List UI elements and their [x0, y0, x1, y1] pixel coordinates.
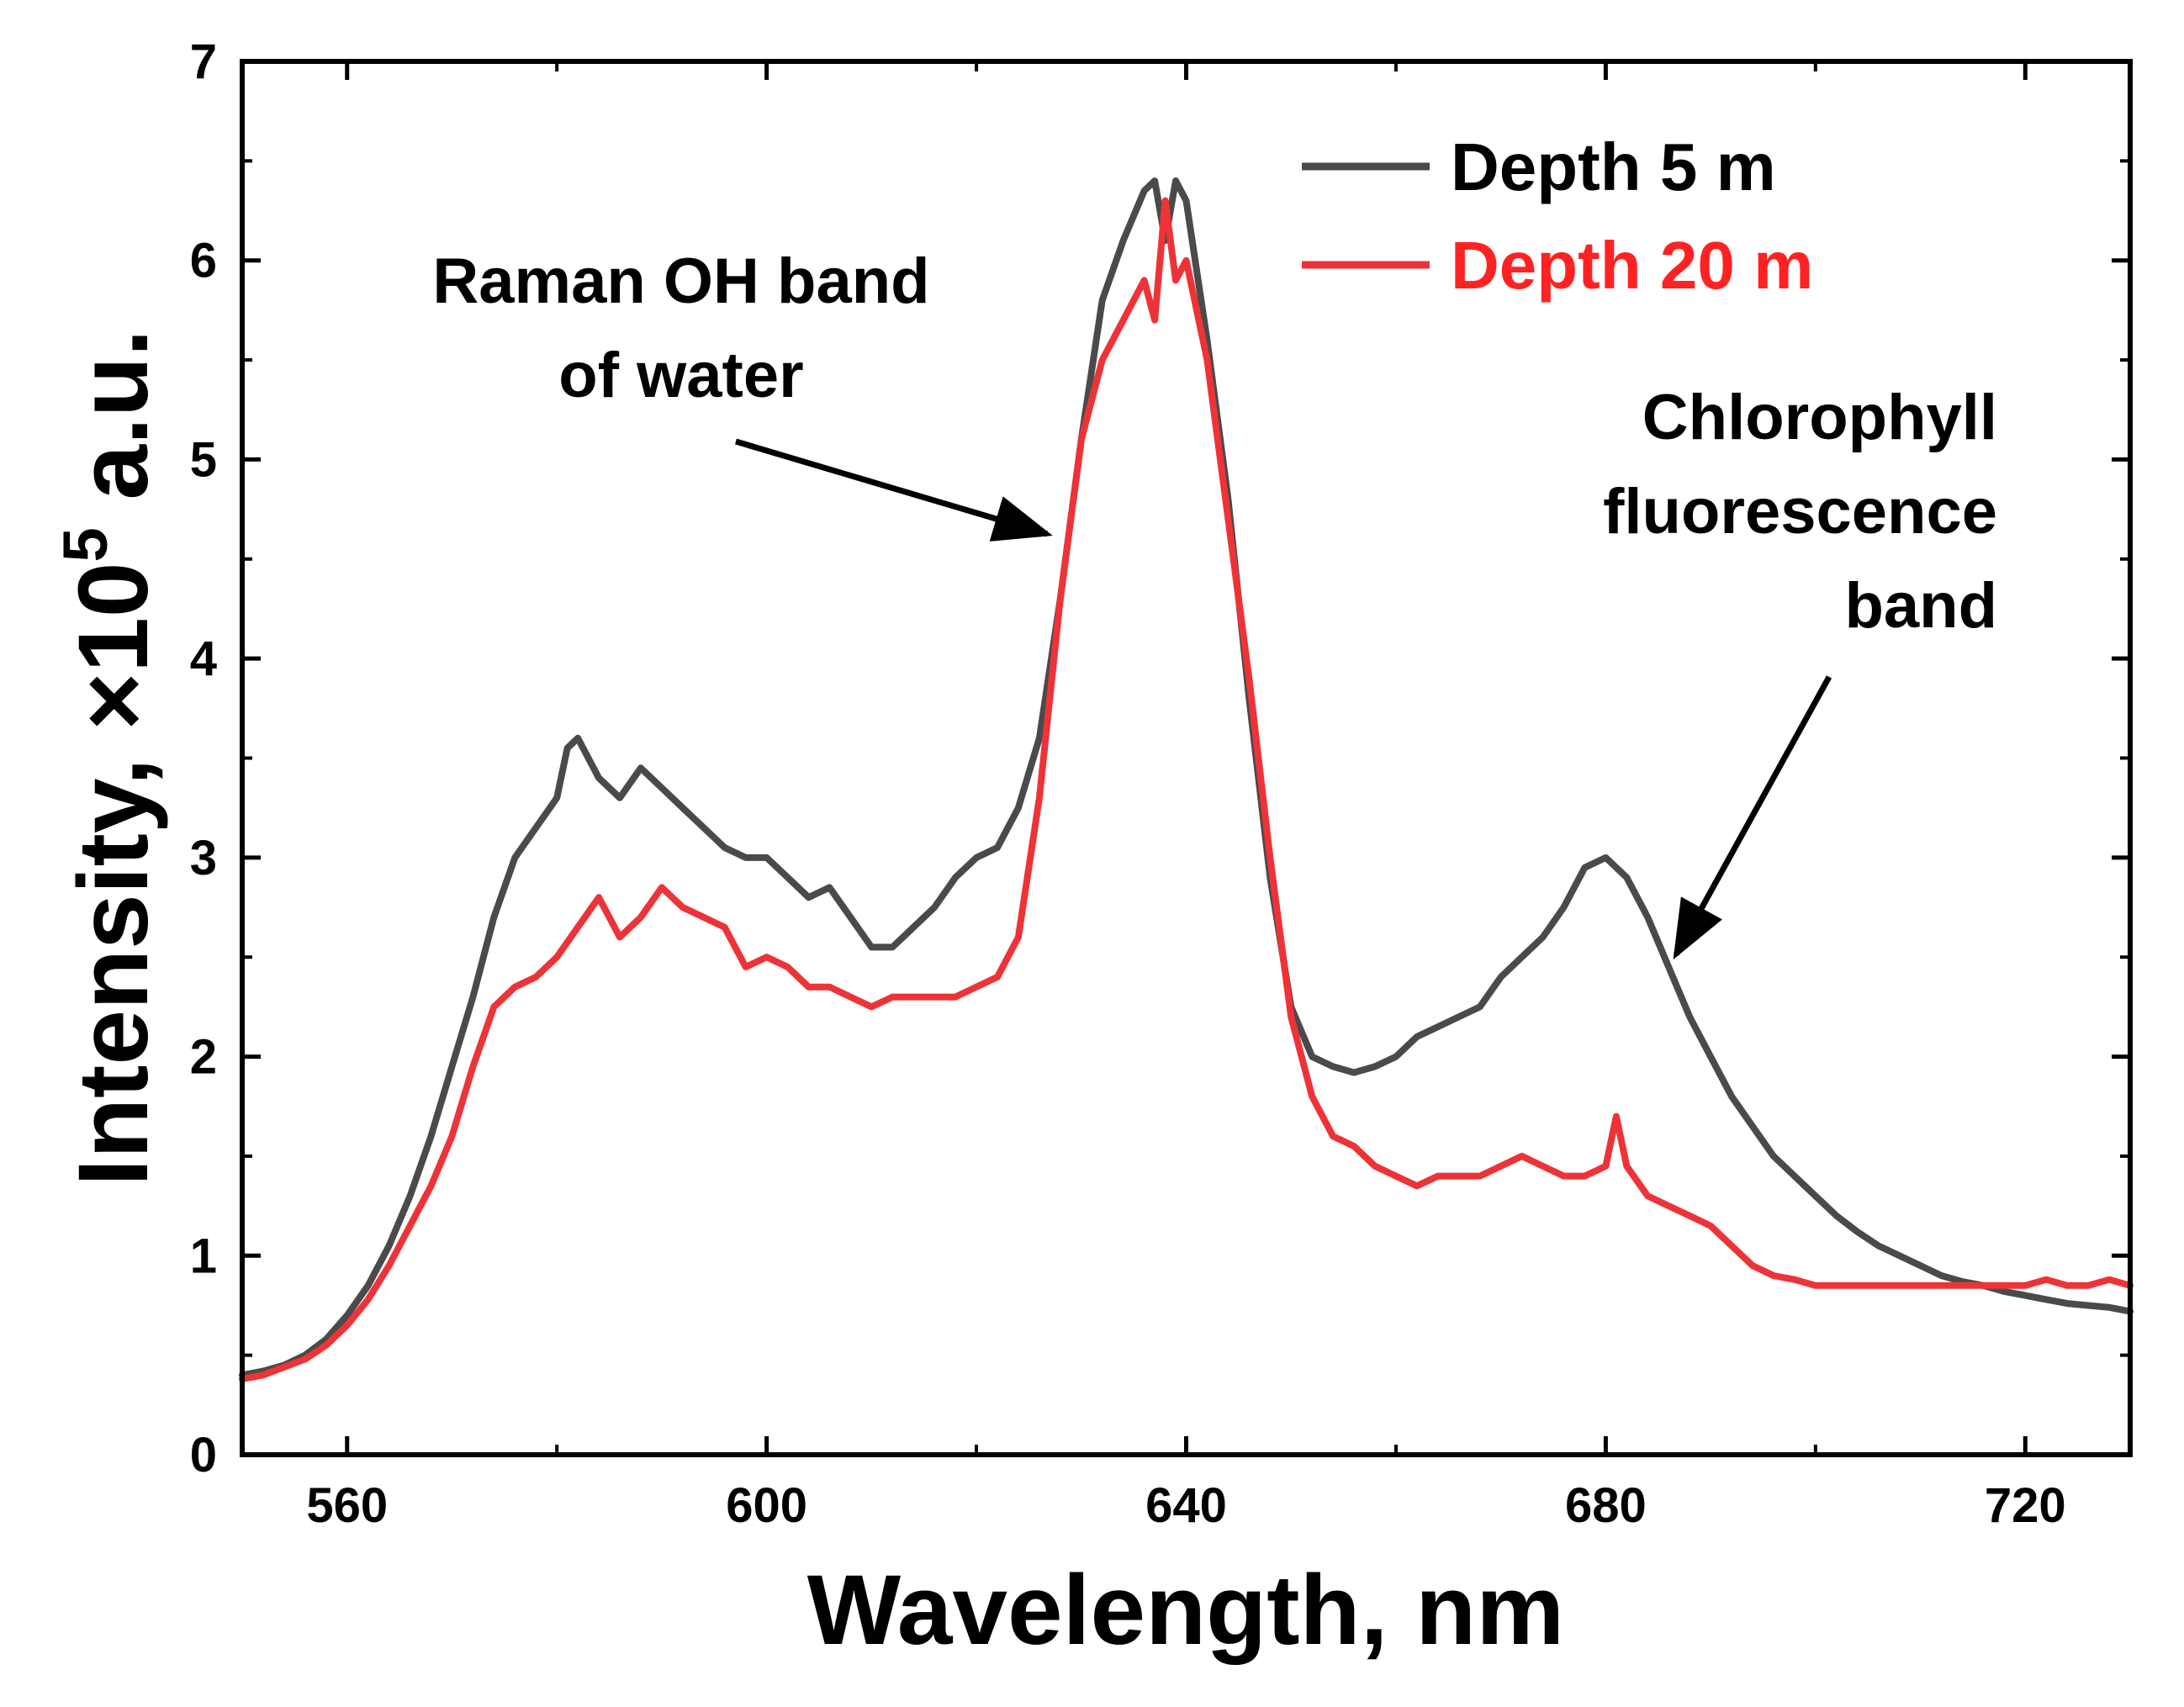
- annotation-line: Chlorophyll: [1642, 382, 1997, 453]
- x-tick-label: 560: [306, 1478, 388, 1533]
- annotation-arrow: [735, 438, 1053, 542]
- y-tick-label: 0: [190, 1428, 217, 1482]
- annotation-1: Raman OH band of water: [432, 246, 929, 411]
- legend: Depth 5 m Depth 20 m: [1302, 129, 1813, 303]
- annotation-line: band: [1844, 570, 1997, 642]
- y-tick-label: 6: [190, 234, 217, 288]
- y-tick-label: 1: [190, 1229, 217, 1283]
- series-layer: [239, 177, 2134, 1382]
- y-tick-label: 7: [190, 34, 217, 89]
- annotation-line: of water: [558, 340, 803, 411]
- legend-label: Depth 5 m: [1451, 129, 1776, 204]
- x-tick-label: 720: [1985, 1478, 2066, 1533]
- x-tick-label: 600: [726, 1478, 807, 1533]
- y-axis-title-exponent: 5: [50, 527, 120, 562]
- annotation-2: Chlorophyll fluorescence band: [1603, 382, 1997, 642]
- y-axis-title-prefix: Intensity, ×10: [58, 563, 169, 1186]
- y-axis-title: Intensity, ×105 a.u.: [50, 329, 169, 1186]
- annotation-line: Raman OH band: [432, 246, 929, 317]
- y-tick-label: 4: [190, 632, 217, 686]
- series-line-2: [239, 197, 2134, 1382]
- y-tick-label: 5: [190, 432, 217, 487]
- x-axis-title: Wavelength, nm: [807, 1555, 1564, 1666]
- ticks-layer: 560 600 640 680 720 0 1 2 3 4 5 6 7: [190, 34, 2130, 1533]
- annotation-line: fluorescence: [1603, 476, 1997, 547]
- y-axis-title-suffix: a.u.: [58, 329, 169, 527]
- annotations-layer: Raman OH band of water Chlorophyll fluoresc…: [432, 246, 1997, 960]
- y-tick-label: 2: [190, 1030, 217, 1085]
- y-tick-label: 3: [190, 831, 217, 885]
- legend-label: Depth 20 m: [1451, 228, 1813, 303]
- x-tick-label: 640: [1145, 1478, 1227, 1533]
- series-line-1: [239, 177, 2134, 1379]
- x-tick-label: 680: [1565, 1478, 1647, 1533]
- annotation-arrow: [1673, 675, 1832, 960]
